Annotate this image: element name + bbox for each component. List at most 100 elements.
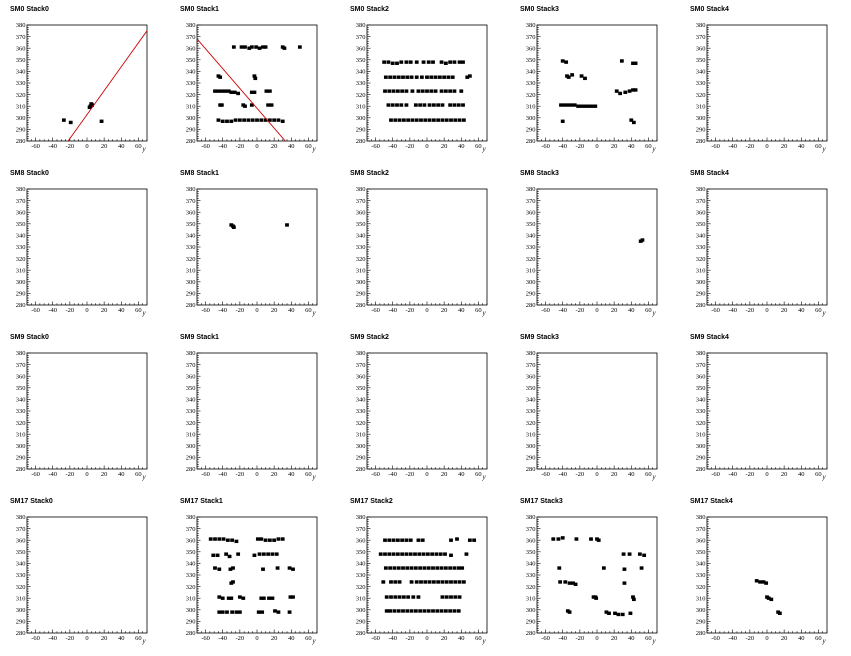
x-tick-label: 0 — [595, 471, 598, 478]
hit-marker — [404, 538, 409, 542]
x-tick-label: -20 — [236, 471, 245, 478]
y-tick-label: 300 — [16, 115, 26, 122]
hit-marker — [566, 75, 571, 79]
y-tick-label: 380 — [526, 186, 536, 193]
y-tick-label: 380 — [16, 514, 26, 521]
y-tick-label: 280 — [356, 302, 366, 309]
hit-marker — [282, 46, 287, 50]
hit-marker — [443, 89, 448, 93]
y-tick-label: 380 — [16, 350, 26, 357]
x-tick-label: -60 — [711, 635, 720, 642]
y-tick-label: 320 — [696, 256, 706, 263]
data-layer — [229, 223, 289, 229]
hit-marker — [629, 118, 634, 122]
x-tick-label: -60 — [541, 143, 550, 150]
hit-marker — [225, 119, 229, 123]
y-tick-label: 290 — [16, 619, 26, 626]
hit-marker — [414, 580, 419, 584]
plot-area: -60 -40 -20 0 20 40 60 280 290 300 310 320 330 340 350… — [696, 22, 828, 153]
hit-marker — [247, 46, 252, 50]
hit-marker — [287, 610, 292, 614]
hit-marker — [404, 89, 409, 93]
y-tick-label: 340 — [186, 233, 196, 240]
hit-marker — [390, 61, 395, 65]
x-tick-label: 40 — [288, 635, 295, 642]
x-tick-label: -20 — [236, 143, 245, 150]
x-tick-label: 20 — [781, 635, 788, 642]
y-tick-label: 340 — [356, 233, 366, 240]
hit-marker — [459, 89, 464, 93]
y-tick-label: 360 — [526, 45, 536, 52]
hit-marker — [449, 595, 453, 599]
x-tick-label: -60 — [711, 143, 720, 150]
hit-marker — [631, 61, 635, 65]
y-tick-label: 330 — [526, 80, 536, 87]
hit-marker — [461, 60, 465, 64]
y-tick-label: 280 — [696, 302, 706, 309]
hit-marker — [401, 75, 405, 79]
hit-marker — [252, 90, 257, 94]
x-tick-label: 0 — [85, 635, 88, 642]
y-tick-label: 330 — [696, 80, 706, 87]
hit-marker — [61, 118, 66, 122]
hit-marker — [410, 118, 415, 122]
plot-area: -60 -40 -20 0 20 40 60 280 290 300 310 320 330 340 350… — [696, 350, 828, 481]
y-tick-label: 380 — [526, 22, 536, 29]
hit-marker — [223, 89, 228, 93]
hit-marker — [431, 580, 436, 584]
hit-marker — [382, 60, 387, 64]
x-tick-label: 0 — [85, 143, 88, 150]
hit-marker — [229, 119, 234, 123]
hit-marker — [220, 119, 225, 123]
hit-marker — [627, 552, 632, 556]
y-tick-label: 290 — [16, 455, 26, 462]
x-tick-label: -20 — [576, 307, 585, 314]
hit-marker — [425, 552, 430, 556]
y-tick-label: 380 — [16, 186, 26, 193]
hit-marker — [440, 103, 445, 107]
hit-marker — [404, 60, 409, 64]
y-tick-label: 310 — [526, 103, 536, 110]
hit-marker — [213, 537, 217, 541]
hit-marker — [452, 60, 457, 64]
y-tick-label: 300 — [16, 443, 26, 450]
hit-marker — [564, 60, 569, 64]
y-tick-label: 360 — [16, 373, 26, 380]
x-tick-label: 60 — [305, 471, 312, 478]
hit-marker — [263, 538, 268, 542]
hit-marker — [383, 538, 387, 542]
y-tick-label: 300 — [16, 607, 26, 614]
hit-marker — [589, 537, 593, 541]
hit-marker — [461, 103, 465, 107]
x-axis-title: y — [311, 145, 316, 153]
hit-marker — [567, 610, 572, 614]
y-tick-label: 350 — [696, 385, 706, 392]
hit-marker — [239, 45, 244, 49]
hit-marker — [457, 60, 462, 64]
hit-marker — [389, 118, 393, 122]
x-tick-label: -40 — [728, 471, 737, 478]
y-tick-label: 360 — [16, 537, 26, 544]
hit-marker — [237, 595, 242, 599]
hit-marker — [400, 89, 405, 93]
hit-marker — [560, 536, 565, 540]
hit-marker — [288, 595, 293, 599]
hit-marker — [269, 103, 274, 107]
hit-marker — [452, 566, 457, 570]
hit-marker — [596, 538, 601, 542]
y-tick-label: 330 — [186, 244, 196, 251]
hit-marker — [416, 538, 421, 542]
hit-marker — [429, 75, 434, 79]
y-tick-label: 290 — [356, 291, 366, 298]
plot-frame — [26, 516, 148, 634]
plot-area: -60 -40 -20 0 20 40 60 280 290 300 310 320 330 340 350… — [356, 22, 488, 153]
y-tick-label: 380 — [696, 350, 706, 357]
hit-marker — [391, 538, 396, 542]
x-tick-label: 40 — [458, 307, 465, 314]
hit-marker — [429, 89, 434, 93]
hit-marker — [388, 566, 393, 570]
x-tick-label: 60 — [135, 143, 142, 150]
y-tick-label: 310 — [696, 431, 706, 438]
hit-marker — [444, 118, 449, 122]
hit-marker — [420, 538, 425, 542]
